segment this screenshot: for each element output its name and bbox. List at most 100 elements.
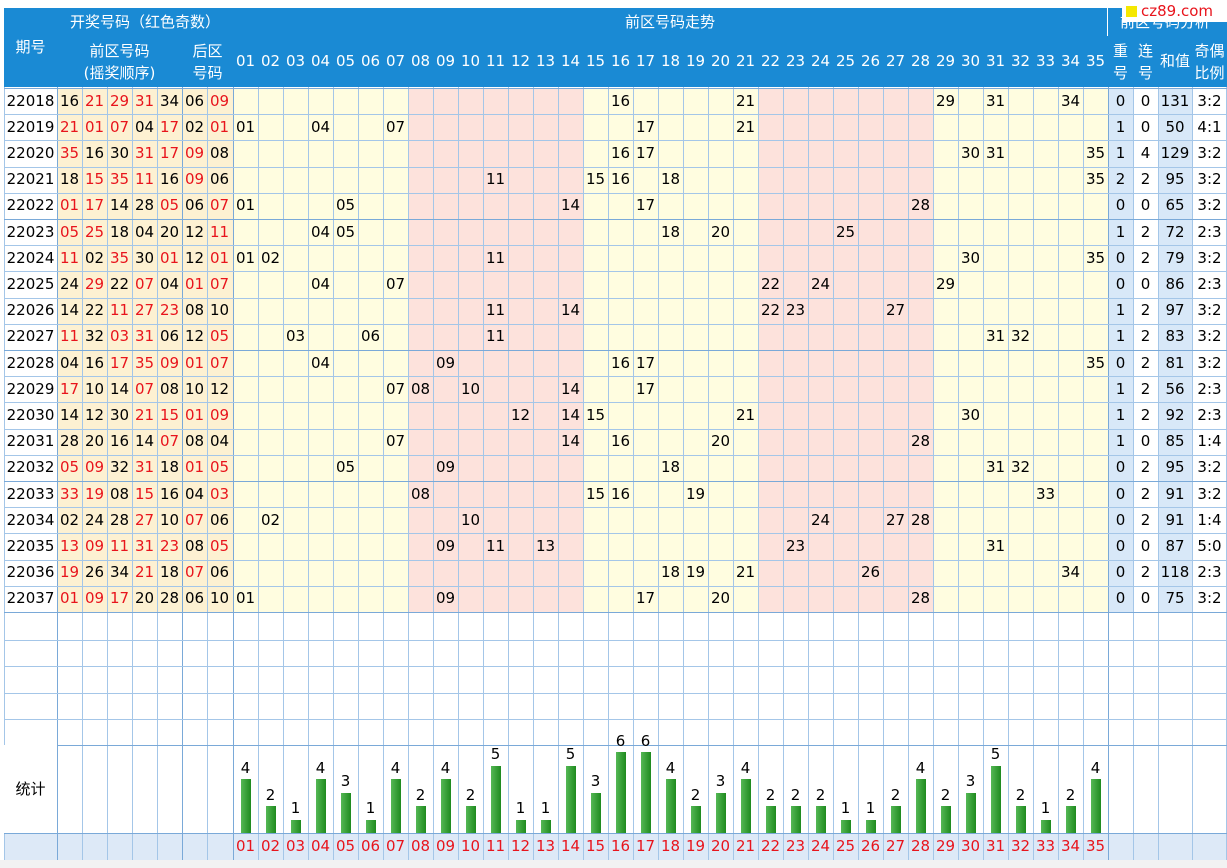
grid-horizontal-line [4, 219, 1227, 220]
trend-number-header: 06 [358, 36, 383, 87]
grid-vertical-line [533, 8, 534, 860]
site-logo[interactable]: cz89.com [1122, 0, 1227, 22]
trend-hit-cell: 35 [1085, 248, 1106, 267]
grid-horizontal-line [4, 666, 1227, 667]
stat-bar [1040, 819, 1051, 833]
front-number-cell: 22 [84, 301, 105, 320]
front-number-cell: 04 [59, 353, 80, 372]
trend-hit-cell: 21 [735, 117, 756, 136]
trend-hit-cell: 32 [1010, 327, 1031, 346]
sum-cell: 131 [1160, 91, 1190, 110]
ratio-cell: 3:2 [1197, 170, 1222, 189]
stat-value-label: 1 [365, 799, 376, 817]
trend-hit-cell: 18 [660, 458, 681, 477]
grid-vertical-line [458, 8, 459, 860]
stat-value-label: 2 [765, 786, 776, 804]
front-number-cell: 16 [59, 91, 80, 110]
back-number-cell: 05 [209, 458, 230, 477]
trend-number-header: 08 [408, 36, 433, 87]
stat-value-label: 2 [940, 786, 951, 804]
grid-vertical-line [758, 8, 759, 860]
front-number-cell: 28 [59, 432, 80, 451]
trend-hit-cell: 03 [285, 327, 306, 346]
grid-vertical-line [383, 8, 384, 860]
bottom-number-label: 13 [535, 837, 556, 855]
front-number-cell: 19 [84, 484, 105, 503]
bottom-number-label: 10 [460, 837, 481, 855]
stat-bar [540, 819, 551, 833]
front-number-cell: 20 [134, 589, 155, 608]
trend-hit-cell: 17 [635, 379, 656, 398]
front-number-cell: 13 [59, 536, 80, 555]
bottom-number-label: 21 [735, 837, 756, 855]
bottom-number-label: 02 [260, 837, 281, 855]
trend-hit-cell: 16 [610, 484, 631, 503]
front-number-cell: 16 [159, 484, 180, 503]
front-number-cell: 23 [159, 301, 180, 320]
bottom-number-label: 28 [910, 837, 931, 855]
bottom-number-label: 03 [285, 837, 306, 855]
grid-vertical-line [583, 8, 584, 860]
trend-number-header: 04 [308, 36, 333, 87]
stat-bar [440, 779, 451, 833]
front-number-cell: 30 [109, 143, 130, 162]
trend-hit-cell: 02 [260, 510, 281, 529]
bottom-number-label: 18 [660, 837, 681, 855]
trend-hit-cell: 11 [485, 301, 506, 320]
stat-bar [490, 765, 501, 833]
back-zone-label: 后区 [192, 41, 223, 60]
repeat-cell: 0 [1115, 274, 1126, 293]
bottom-number-label: 35 [1085, 837, 1106, 855]
stat-bar [515, 819, 526, 833]
front-number-cell: 09 [84, 458, 105, 477]
stat-value-label: 6 [615, 732, 626, 750]
trend-hit-cell: 10 [460, 510, 481, 529]
back-number-cell: 01 [184, 405, 205, 424]
trend-hit-cell: 35 [1085, 353, 1106, 372]
period-cell: 22020 [6, 143, 55, 162]
trend-number-header: 14 [558, 36, 583, 87]
stat-bar [865, 819, 876, 833]
trend-number-header: 03 [283, 36, 308, 87]
trend-hit-cell: 01 [235, 117, 256, 136]
back-number-cell: 09 [209, 405, 230, 424]
consecutive-cell: 2 [1140, 379, 1151, 398]
grid-vertical-line [983, 8, 984, 860]
consecutive-label-2: 号 [1137, 63, 1153, 82]
consecutive-cell: 2 [1140, 222, 1151, 241]
stat-value-label: 3 [715, 772, 726, 790]
stat-value-label: 5 [565, 745, 576, 763]
ratio-cell: 3:2 [1197, 589, 1222, 608]
ratio-cell: 1:4 [1197, 510, 1222, 529]
trend-hit-cell: 01 [235, 589, 256, 608]
front-number-cell: 18 [59, 170, 80, 189]
period-cell: 22037 [6, 589, 55, 608]
back-zone-header: 后区 号码 [182, 36, 233, 87]
trend-hit-cell: 30 [960, 405, 981, 424]
stat-value-label: 4 [665, 759, 676, 777]
grid-vertical-line [908, 8, 909, 860]
back-number-cell: 06 [209, 510, 230, 529]
bottom-strip [0, 860, 1227, 868]
trend-hit-cell: 26 [860, 563, 881, 582]
front-number-cell: 31 [134, 458, 155, 477]
back-number-cell: 01 [184, 274, 205, 293]
trend-number-header: 27 [883, 36, 908, 87]
stat-value-label: 1 [515, 799, 526, 817]
front-number-cell: 21 [134, 563, 155, 582]
trend-hit-cell: 20 [710, 222, 731, 241]
front-number-cell: 23 [159, 536, 180, 555]
front-number-cell: 35 [134, 353, 155, 372]
consecutive-header: 连 号 [1133, 36, 1158, 87]
trend-hit-cell: 11 [485, 248, 506, 267]
repeat-cell: 0 [1115, 458, 1126, 477]
ratio-cell: 3:2 [1197, 327, 1222, 346]
consecutive-cell: 2 [1140, 170, 1151, 189]
period-cell: 22024 [6, 248, 55, 267]
period-cell: 22035 [6, 536, 55, 555]
front-number-cell: 27 [134, 510, 155, 529]
sum-cell: 91 [1165, 510, 1185, 529]
grid-horizontal-line [4, 429, 1227, 430]
back-number-cell: 01 [209, 248, 230, 267]
front-number-cell: 18 [159, 458, 180, 477]
